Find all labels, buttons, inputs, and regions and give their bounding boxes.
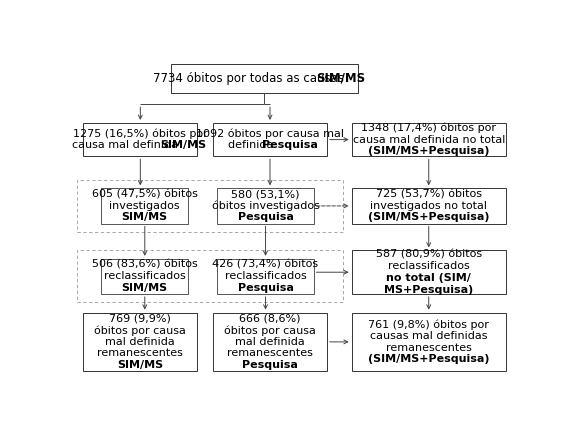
Text: 580 (53,1%): 580 (53,1%) bbox=[231, 189, 300, 199]
Text: 1092 óbitos por causa mal: 1092 óbitos por causa mal bbox=[196, 129, 344, 139]
Text: remanescentes: remanescentes bbox=[98, 348, 183, 358]
Text: remanescentes: remanescentes bbox=[386, 343, 471, 353]
Text: reclassificados: reclassificados bbox=[224, 272, 306, 281]
Text: investigados no total: investigados no total bbox=[370, 201, 487, 211]
Text: definida: definida bbox=[228, 140, 276, 150]
Text: causas mal definidas: causas mal definidas bbox=[370, 331, 488, 341]
Text: reclassificados: reclassificados bbox=[104, 272, 186, 281]
FancyBboxPatch shape bbox=[218, 188, 314, 224]
Text: 7734 óbitos por todas as causas: 7734 óbitos por todas as causas bbox=[153, 72, 347, 85]
Text: no total (SIM/: no total (SIM/ bbox=[387, 273, 471, 283]
FancyBboxPatch shape bbox=[171, 64, 358, 92]
Text: 587 (80,9%) óbitos: 587 (80,9%) óbitos bbox=[376, 250, 482, 260]
FancyBboxPatch shape bbox=[213, 313, 327, 371]
Text: SIM/MS: SIM/MS bbox=[122, 212, 168, 222]
Text: mal definida: mal definida bbox=[106, 337, 175, 347]
Text: remanescentes: remanescentes bbox=[227, 348, 313, 358]
Text: 426 (73,4%) óbitos: 426 (73,4%) óbitos bbox=[212, 260, 319, 270]
FancyBboxPatch shape bbox=[101, 188, 188, 224]
Text: 725 (53,7%) óbitos: 725 (53,7%) óbitos bbox=[376, 189, 482, 199]
Text: óbitos investigados: óbitos investigados bbox=[212, 201, 320, 211]
Text: SIM/MS: SIM/MS bbox=[117, 360, 163, 370]
Text: 666 (8,6%): 666 (8,6%) bbox=[239, 314, 301, 324]
Text: MS+Pesquisa): MS+Pesquisa) bbox=[384, 285, 473, 295]
FancyBboxPatch shape bbox=[213, 123, 327, 157]
FancyBboxPatch shape bbox=[351, 313, 506, 371]
Text: mal definida: mal definida bbox=[235, 337, 305, 347]
Text: (SIM/MS+Pesquisa): (SIM/MS+Pesquisa) bbox=[368, 146, 489, 156]
Text: Pesquisa: Pesquisa bbox=[238, 212, 294, 222]
FancyBboxPatch shape bbox=[101, 259, 188, 294]
Text: Pesquisa: Pesquisa bbox=[238, 283, 294, 293]
Text: 769 (9,9%): 769 (9,9%) bbox=[110, 314, 171, 324]
Text: (SIM/MS+Pesquisa): (SIM/MS+Pesquisa) bbox=[368, 212, 489, 222]
Text: SIM/MS: SIM/MS bbox=[122, 283, 168, 293]
FancyBboxPatch shape bbox=[351, 123, 506, 157]
Text: causa mal definida no total: causa mal definida no total bbox=[353, 135, 505, 145]
Text: 605 (47,5%) óbitos: 605 (47,5%) óbitos bbox=[92, 189, 198, 199]
FancyBboxPatch shape bbox=[218, 259, 314, 294]
Text: causa mal definida: causa mal definida bbox=[72, 140, 182, 150]
Text: 1348 (17,4%) óbitos por: 1348 (17,4%) óbitos por bbox=[361, 123, 496, 133]
FancyBboxPatch shape bbox=[83, 123, 197, 157]
Text: investigados: investigados bbox=[110, 201, 180, 211]
FancyBboxPatch shape bbox=[83, 313, 197, 371]
FancyBboxPatch shape bbox=[351, 250, 506, 294]
Text: 1275 (16,5%) óbitos por: 1275 (16,5%) óbitos por bbox=[73, 129, 208, 139]
FancyBboxPatch shape bbox=[351, 188, 506, 224]
Text: Pesquisa: Pesquisa bbox=[242, 360, 298, 370]
Text: óbitos por causa: óbitos por causa bbox=[95, 325, 186, 336]
Text: SIM/MS: SIM/MS bbox=[160, 140, 206, 150]
Text: óbitos por causa: óbitos por causa bbox=[224, 325, 316, 336]
Text: reclassificados: reclassificados bbox=[388, 262, 470, 272]
Text: (SIM/MS+Pesquisa): (SIM/MS+Pesquisa) bbox=[368, 354, 489, 364]
Text: 506 (83,6%) óbitos: 506 (83,6%) óbitos bbox=[92, 260, 198, 270]
Text: 761 (9,8%) óbitos por: 761 (9,8%) óbitos por bbox=[368, 319, 489, 330]
Text: SIM/MS: SIM/MS bbox=[316, 72, 365, 85]
Text: Pesquisa: Pesquisa bbox=[262, 140, 318, 150]
